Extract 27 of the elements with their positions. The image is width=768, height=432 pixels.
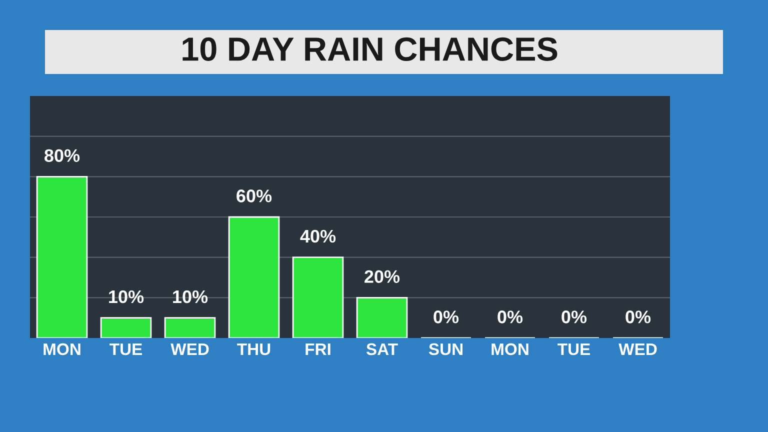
x-tick-label: SAT <box>366 343 398 356</box>
chart-title: 10 DAY RAIN CHANCES <box>182 37 558 61</box>
bar <box>228 216 280 338</box>
bar <box>164 317 216 338</box>
x-tick-label: THU <box>237 343 270 356</box>
x-tick-label: TUE <box>558 343 590 356</box>
x-tick-label: MON <box>492 343 528 356</box>
bar <box>292 256 344 338</box>
data-label: 20% <box>364 270 400 283</box>
x-tick-label: FRI <box>306 343 330 355</box>
bar <box>356 296 408 338</box>
data-label: 10% <box>173 290 208 304</box>
bar <box>36 176 88 338</box>
data-label: 0% <box>562 310 587 324</box>
x-tick-label: MON <box>44 343 80 356</box>
data-label: 0% <box>434 310 459 324</box>
data-label: 40% <box>300 230 336 243</box>
bar <box>100 317 152 338</box>
data-label: 0% <box>498 310 523 324</box>
data-label: 10% <box>109 290 144 304</box>
x-tick-label: WED <box>170 343 209 355</box>
data-label: 0% <box>626 310 651 324</box>
x-tick-label: WED <box>618 343 657 355</box>
x-tick-label: SUN <box>428 343 462 356</box>
x-tick-label: TUE <box>110 343 142 356</box>
data-label: 60% <box>236 190 272 202</box>
data-label: 80% <box>44 149 80 162</box>
